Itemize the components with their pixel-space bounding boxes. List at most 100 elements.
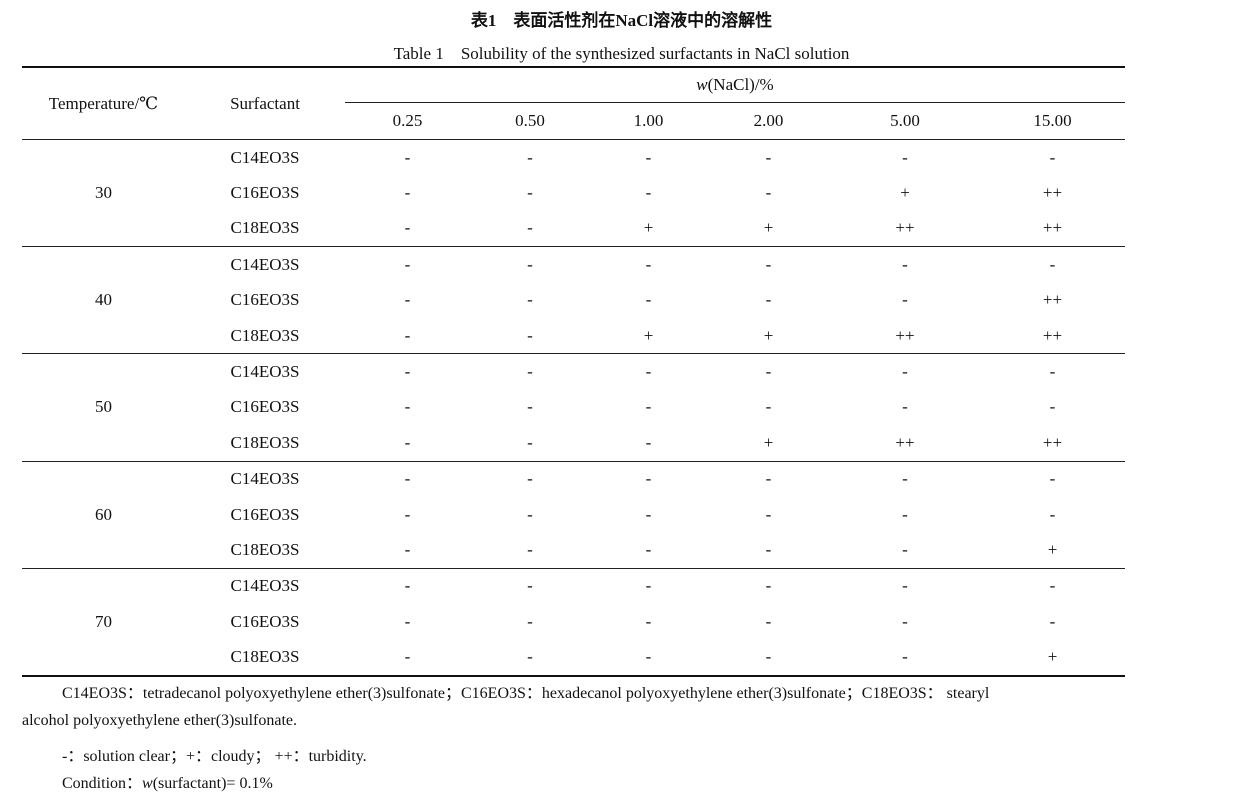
solubility-cell: - <box>645 290 652 310</box>
solubility-cell: - <box>830 639 980 677</box>
solubility-cell: - <box>1049 397 1056 417</box>
solubility-cell: - <box>1049 362 1056 382</box>
solubility-cell: - <box>470 425 590 462</box>
solubility-cell: - <box>527 504 533 524</box>
header-temperature: Temperature/℃ <box>22 67 185 140</box>
solubility-cell: - <box>765 362 772 382</box>
solubility-cell: - <box>404 290 411 310</box>
header-concentration: 0.50 <box>470 102 590 140</box>
table-row: C16EO3S - - - - - - <box>22 497 1125 532</box>
solubility-cell: - <box>527 147 533 167</box>
header-w-symbol: w <box>696 75 708 94</box>
temperature-cell: 40 <box>22 246 185 355</box>
surfactant-cell: C14EO3S <box>230 469 300 489</box>
surfactant-cell: C16EO3S <box>230 290 300 310</box>
surfactant-cell: C14EO3S <box>230 147 300 167</box>
solubility-cell: - <box>830 532 980 569</box>
header-concentration: 5.00 <box>830 102 980 140</box>
solubility-cell: - <box>902 397 908 417</box>
solubility-cell: - <box>902 469 908 489</box>
condition-var: w <box>142 775 153 792</box>
table-row: C16EO3S - - - - - - <box>22 390 1125 425</box>
solubility-cell: - <box>765 254 772 274</box>
solubility-cell: - <box>902 290 908 310</box>
solubility-cell: + <box>590 210 707 248</box>
table-row: C18EO3S - - + + ++ ++ <box>22 210 1125 248</box>
surfactant-cell: C18EO3S <box>185 425 345 462</box>
solubility-cell: - <box>527 397 533 417</box>
solubility-cell: - <box>404 362 411 382</box>
solubility-cell: - <box>902 147 908 167</box>
solubility-cell: - <box>590 532 707 569</box>
solubility-cell: - <box>470 210 590 248</box>
surfactant-cell: C14EO3S <box>230 576 300 596</box>
solubility-cell: - <box>345 425 470 462</box>
solubility-cell: - <box>1049 576 1056 596</box>
surfactant-cell: C16EO3S <box>230 611 300 631</box>
solubility-cell: - <box>645 504 652 524</box>
header-concentration: 15.00 <box>980 102 1125 140</box>
solubility-cell: - <box>645 147 652 167</box>
table-row: C18EO3S - - - - - + <box>22 532 1125 569</box>
solubility-cell: + <box>707 317 830 355</box>
temperature-cell: 50 <box>22 353 185 462</box>
solubility-cell: - <box>902 576 908 596</box>
solubility-cell: - <box>345 317 470 355</box>
solubility-cell: - <box>1049 147 1056 167</box>
surfactant-cell: C18EO3S <box>185 210 345 248</box>
surfactant-cell: C16EO3S <box>230 183 300 203</box>
solubility-cell: - <box>470 639 590 677</box>
solubility-cell: ++ <box>830 425 980 462</box>
solubility-cell: - <box>645 611 652 631</box>
temperature-cell: 30 <box>22 139 185 248</box>
note-abbreviations: C14EO3S：tetradecanol polyoxyethylene eth… <box>62 685 990 702</box>
solubility-cell: - <box>902 362 908 382</box>
temperature-cell: 70 <box>22 568 185 677</box>
table-notes: C14EO3S：tetradecanol polyoxyethylene eth… <box>22 680 1222 797</box>
solubility-cell: - <box>404 469 411 489</box>
solubility-cell: - <box>527 254 533 274</box>
solubility-cell: - <box>765 611 772 631</box>
surfactant-cell: C18EO3S <box>185 532 345 569</box>
solubility-cell: + <box>980 639 1125 677</box>
solubility-cell: - <box>902 504 908 524</box>
solubility-cell: + <box>707 425 830 462</box>
solubility-cell: - <box>345 210 470 248</box>
solubility-cell: - <box>590 425 707 462</box>
surfactant-cell: C14EO3S <box>230 362 300 382</box>
table-row: C16EO3S - - - - + ++ <box>22 175 1125 210</box>
solubility-cell: - <box>645 183 652 203</box>
table-row: C18EO3S - - + + ++ ++ <box>22 317 1125 355</box>
solubility-cell: - <box>590 639 707 677</box>
table-caption-english: Table 1 Solubility of the synthesized su… <box>393 44 850 63</box>
solubility-cell: - <box>1049 469 1056 489</box>
surfactant-cell: C18EO3S <box>185 317 345 355</box>
solubility-cell: - <box>645 469 652 489</box>
solubility-cell: ++ <box>980 210 1125 248</box>
solubility-cell: - <box>765 183 772 203</box>
table-row: C16EO3S - - - - - ++ <box>22 283 1125 318</box>
solubility-cell: - <box>527 611 533 631</box>
solubility-cell: - <box>645 362 652 382</box>
solubility-cell: - <box>707 532 830 569</box>
solubility-cell: ++ <box>1042 290 1063 310</box>
solubility-cell: - <box>765 469 772 489</box>
solubility-cell: - <box>707 639 830 677</box>
solubility-cell: - <box>404 397 411 417</box>
solubility-cell: ++ <box>830 317 980 355</box>
solubility-cell: ++ <box>1042 183 1063 203</box>
solubility-cell: - <box>1049 611 1056 631</box>
table-row: 40 C14EO3S - - - - - - <box>22 246 1125 355</box>
table-row: C16EO3S - - - - - - <box>22 604 1125 639</box>
table-row: C18EO3S - - - + ++ ++ <box>22 425 1125 462</box>
solubility-cell: - <box>1049 254 1056 274</box>
solubility-cell: + <box>590 317 707 355</box>
solubility-cell: - <box>527 290 533 310</box>
solubility-cell: - <box>527 469 533 489</box>
solubility-cell: - <box>345 532 470 569</box>
solubility-cell: - <box>404 183 411 203</box>
solubility-cell: - <box>404 504 411 524</box>
solubility-cell: + <box>707 210 830 248</box>
surfactant-cell: C18EO3S <box>185 639 345 677</box>
solubility-cell: - <box>470 532 590 569</box>
